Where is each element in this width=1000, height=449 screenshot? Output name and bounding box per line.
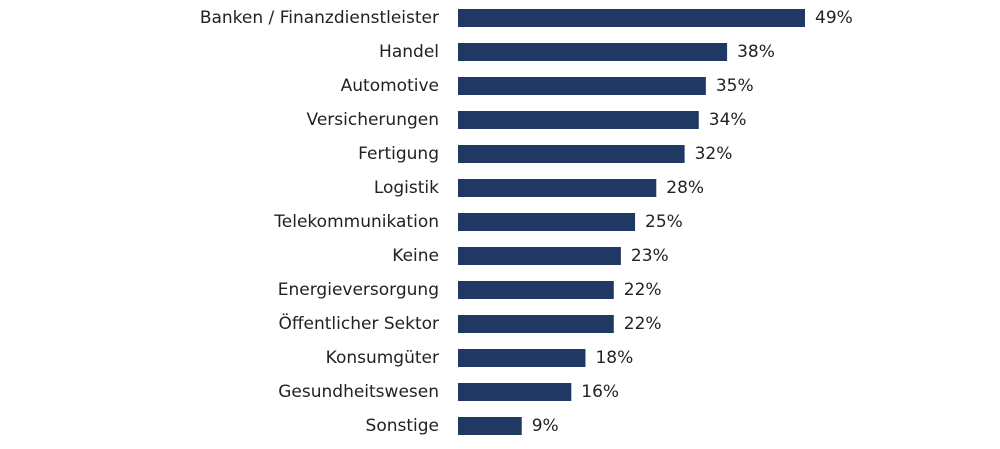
bar-fertigung xyxy=(458,145,685,163)
bar-sonstige xyxy=(458,417,522,435)
value-label-automotive: 35% xyxy=(716,76,754,96)
value-label-energieversorgung: 22% xyxy=(624,280,662,300)
category-label-versicherungen: Versicherungen xyxy=(307,110,439,130)
category-label-oeffentlicher-sektor: Öffentlicher Sektor xyxy=(278,312,439,334)
bar-gesundheitswesen xyxy=(458,383,572,401)
bar-energieversorgung xyxy=(458,281,614,299)
value-label-logistik: 28% xyxy=(666,178,704,198)
bars-group xyxy=(458,9,805,435)
bar-automotive xyxy=(458,77,706,95)
bar-oeffentlicher-sektor xyxy=(458,315,614,333)
value-label-sonstige: 9% xyxy=(532,416,559,436)
bar-handel xyxy=(458,43,728,61)
value-label-keine: 23% xyxy=(631,246,669,266)
category-label-banken-finanzdienstleister: Banken / Finanzdienstleister xyxy=(200,8,439,28)
category-labels-group: Banken / Finanzdienstleister Handel Automo… xyxy=(200,8,439,436)
value-label-versicherungen: 34% xyxy=(709,110,747,130)
category-label-gesundheitswesen: Gesundheitswesen xyxy=(278,382,439,402)
category-label-keine: Keine xyxy=(392,246,439,266)
category-label-automotive: Automotive xyxy=(341,76,439,96)
bar-konsumgueter xyxy=(458,349,586,367)
bar-keine xyxy=(458,247,621,265)
bar-versicherungen xyxy=(458,111,699,129)
value-label-handel: 38% xyxy=(737,42,775,62)
category-label-logistik: Logistik xyxy=(374,178,439,198)
value-label-telekommunikation: 25% xyxy=(645,212,683,232)
value-label-gesundheitswesen: 16% xyxy=(581,382,619,402)
value-label-banken-finanzdienstleister: 49% xyxy=(815,8,853,28)
value-labels-group: 49% 38% 35% 34% 32% 28% 25% 23% 22% 22% 18% 16% 9% xyxy=(532,8,853,436)
category-label-handel: Handel xyxy=(379,42,439,62)
bar-logistik xyxy=(458,179,657,197)
value-label-konsumgueter: 18% xyxy=(595,348,633,368)
category-label-konsumgueter: Konsumgüter xyxy=(326,348,439,368)
value-label-fertigung: 32% xyxy=(695,144,733,164)
bar-banken-finanzdienstleister xyxy=(458,9,805,27)
category-label-energieversorgung: Energieversorgung xyxy=(278,280,439,300)
category-label-telekommunikation: Telekommunikation xyxy=(273,212,439,232)
category-label-fertigung: Fertigung xyxy=(358,144,439,164)
category-label-sonstige: Sonstige xyxy=(366,416,439,436)
bar-telekommunikation xyxy=(458,213,636,231)
value-label-oeffentlicher-sektor: 22% xyxy=(624,314,662,334)
